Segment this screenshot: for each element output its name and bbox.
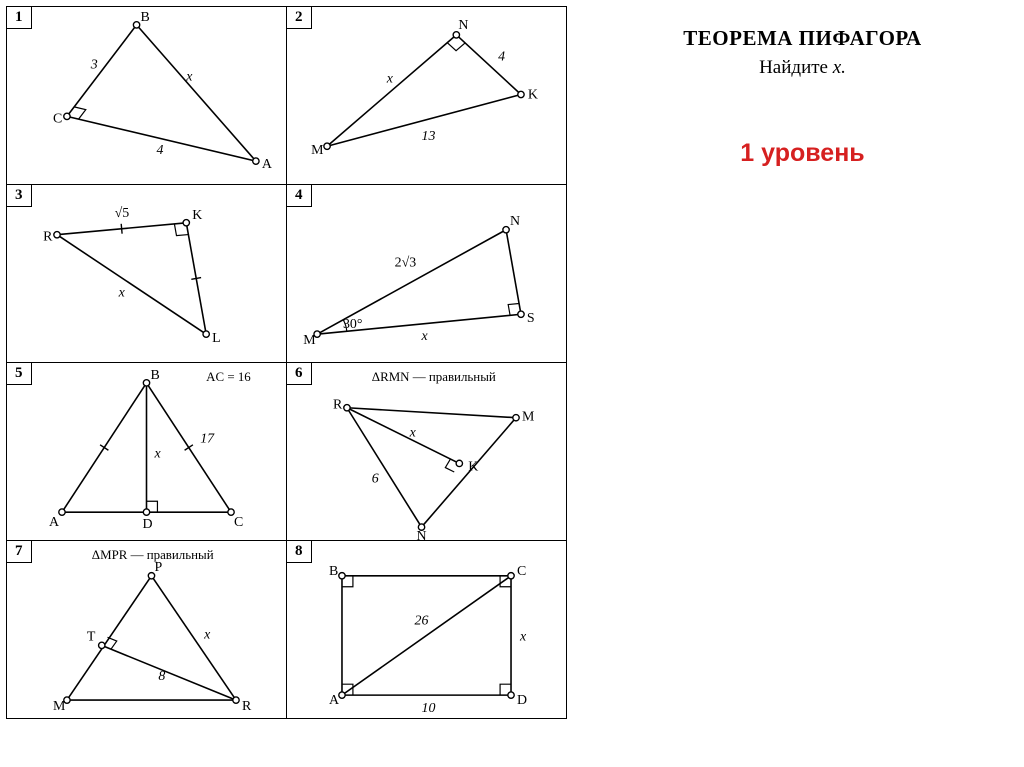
svg-text:4: 4 <box>498 50 505 65</box>
svg-text:N: N <box>510 214 520 229</box>
svg-text:A: A <box>329 693 339 708</box>
cell-number: 6 <box>287 363 312 385</box>
problem-cell-6: 6 ΔRMN — правильный R M N Kx 6 <box>287 363 567 541</box>
svg-text:D: D <box>143 517 153 532</box>
svg-text:ΔRMN — правильный: ΔRMN — правильный <box>372 369 496 384</box>
side-panel: ТЕОРЕМА ПИФАГОРА Найдите x. 1 уровень <box>587 6 1018 719</box>
svg-text:K: K <box>468 459 478 474</box>
svg-text:x: x <box>153 446 161 461</box>
cell-number: 7 <box>7 541 32 563</box>
svg-text:30°: 30° <box>343 317 362 332</box>
svg-text:T: T <box>87 629 96 644</box>
svg-text:10: 10 <box>422 701 436 716</box>
svg-text:R: R <box>242 699 252 714</box>
svg-text:8: 8 <box>158 669 165 684</box>
svg-text:L: L <box>212 331 221 346</box>
subtitle-var: x. <box>833 57 846 78</box>
svg-text:3: 3 <box>90 58 98 73</box>
svg-text:C: C <box>234 515 243 530</box>
cell-number: 5 <box>7 363 32 385</box>
svg-text:K: K <box>192 208 202 223</box>
problem-cell-8: 8 B C D A 26 10 x <box>287 541 567 719</box>
svg-text:13: 13 <box>422 129 436 144</box>
diagram: B C D A 26 10 x <box>287 541 566 718</box>
svg-text:N: N <box>458 18 468 33</box>
diagram: B C A 3 x 4 <box>7 7 286 184</box>
svg-text:x: x <box>409 426 417 441</box>
page-title: ТЕОРЕМА ПИФАГОРА <box>587 26 1018 51</box>
subtitle: Найдите x. <box>587 57 1018 79</box>
subtitle-prefix: Найдите <box>759 57 833 78</box>
svg-text:x: x <box>203 627 211 642</box>
svg-text:6: 6 <box>372 471 379 486</box>
page-wrap: 1BCA3x42NKMx4133RKL√5x4MNS2√330°x5AC = 1… <box>6 6 1018 719</box>
svg-text:2√3: 2√3 <box>395 256 417 271</box>
diagram: R K L √5 x <box>7 185 286 362</box>
diagram: ΔMPR — правильныйP M R T 8 x <box>7 541 286 718</box>
svg-text:x: x <box>185 70 193 85</box>
svg-text:M: M <box>53 699 65 714</box>
svg-text:A: A <box>49 515 59 530</box>
svg-text:B: B <box>150 368 159 383</box>
svg-text:M: M <box>311 143 323 158</box>
problem-cell-3: 3 R K L √5 x <box>7 185 287 363</box>
svg-text:x: x <box>421 329 429 344</box>
diagram: N K Mx 4 13 <box>287 7 566 184</box>
cell-number: 2 <box>287 7 312 29</box>
problem-cell-7: 7 ΔMPR — правильныйP M R T 8 x <box>7 541 287 719</box>
diagram: ΔRMN — правильный R M N Kx 6 <box>287 363 566 540</box>
cell-number: 3 <box>7 185 32 207</box>
svg-text:R: R <box>333 398 343 413</box>
svg-text:x: x <box>519 629 527 644</box>
svg-text:√5: √5 <box>115 206 130 221</box>
svg-text:AC = 16: AC = 16 <box>206 369 251 384</box>
svg-text:M: M <box>522 410 534 425</box>
diagram: M N S 2√3 30° x <box>287 185 566 362</box>
cell-number: 4 <box>287 185 312 207</box>
svg-text:4: 4 <box>156 143 163 158</box>
svg-text:K: K <box>528 87 538 102</box>
problem-cell-4: 4 M N S 2√3 30° x <box>287 185 567 363</box>
svg-text:x: x <box>118 285 126 300</box>
svg-text:B: B <box>329 564 338 579</box>
svg-text:17: 17 <box>200 432 215 447</box>
svg-text:R: R <box>43 230 53 245</box>
problem-grid: 1BCA3x42NKMx4133RKL√5x4MNS2√330°x5AC = 1… <box>6 6 567 719</box>
svg-text:x: x <box>386 72 394 87</box>
svg-text:C: C <box>517 564 526 579</box>
svg-text:S: S <box>527 311 535 326</box>
svg-text:C: C <box>53 111 62 126</box>
svg-text:ΔMPR — правильный: ΔMPR — правильный <box>92 547 214 562</box>
cell-number: 1 <box>7 7 32 29</box>
svg-text:B: B <box>141 10 150 25</box>
svg-text:A: A <box>262 157 272 172</box>
svg-text:N: N <box>417 529 427 540</box>
svg-text:D: D <box>517 693 527 708</box>
diagram: AC = 16 B A D C 17 x <box>7 363 286 540</box>
svg-text:26: 26 <box>415 614 429 629</box>
svg-text:P: P <box>154 560 162 575</box>
level-label: 1 уровень <box>587 139 1018 168</box>
problem-cell-5: 5 AC = 16 B A D C 17 x <box>7 363 287 541</box>
problem-cell-2: 2 N K Mx 4 13 <box>287 7 567 185</box>
cell-number: 8 <box>287 541 312 563</box>
problem-cell-1: 1 B C A 3 x 4 <box>7 7 287 185</box>
svg-text:M: M <box>303 333 315 348</box>
